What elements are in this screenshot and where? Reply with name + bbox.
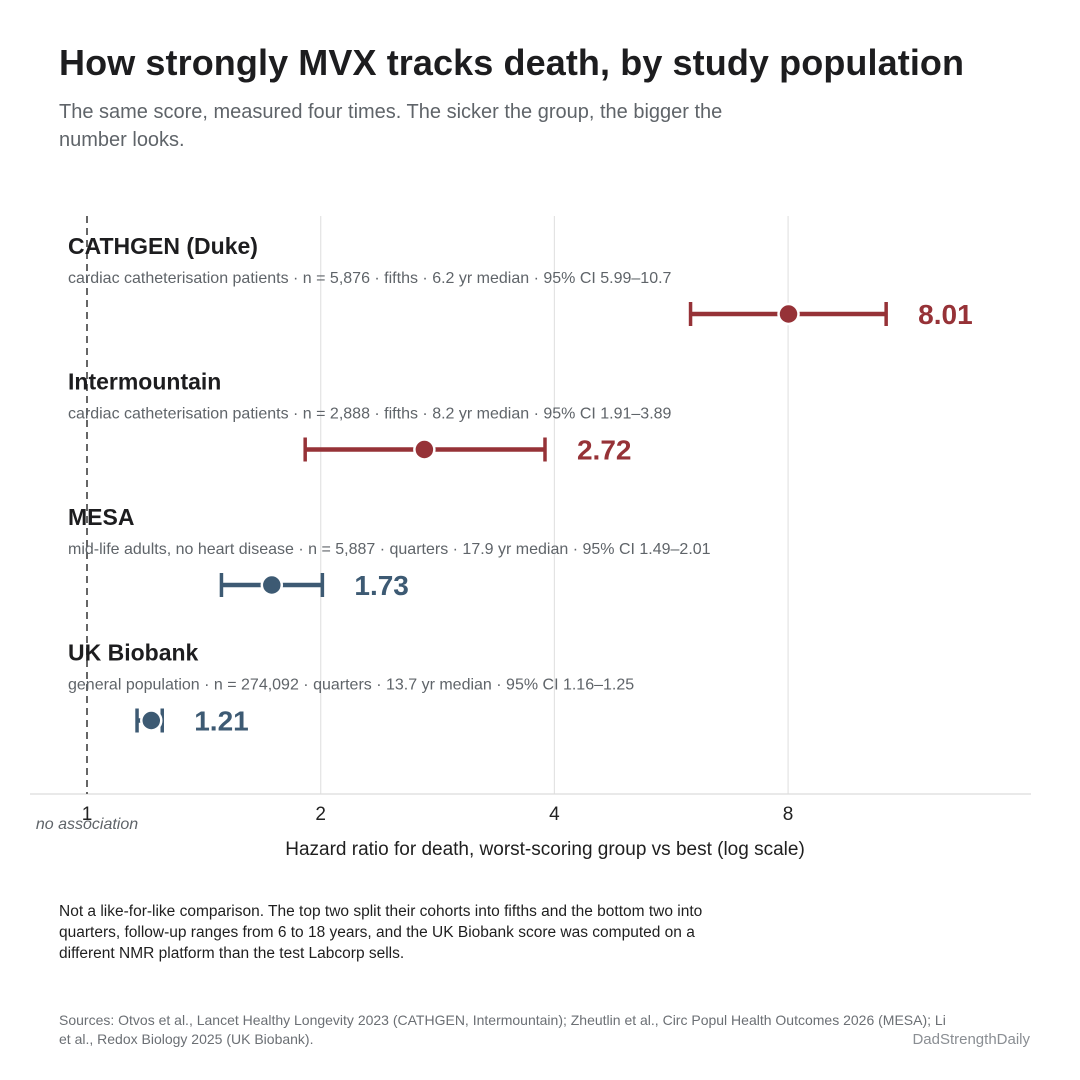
x-tick-label: 4 bbox=[549, 804, 560, 825]
hr-value-label: 1.73 bbox=[354, 570, 409, 601]
study-meta: cardiac catheterisation patients · n = 5… bbox=[68, 270, 672, 287]
x-tick-label: 1 bbox=[82, 804, 93, 825]
forest-plot: 1 2 4 8 no association Hazard ratio for death… bbox=[30, 216, 1031, 860]
study-row: CATHGEN (Duke) cardiac catheterisation pa… bbox=[68, 233, 973, 330]
x-tick-label: 2 bbox=[315, 804, 326, 825]
hr-value-label: 1.21 bbox=[194, 706, 249, 737]
x-axis-label: Hazard ratio for death, worst-scoring gr… bbox=[285, 839, 805, 860]
point-estimate bbox=[140, 709, 163, 732]
reference-label: no association bbox=[36, 816, 138, 833]
footnote: Not a like-for-like comparison. The top … bbox=[59, 903, 703, 962]
study-meta: mid-life adults, no heart disease · n = … bbox=[68, 541, 711, 558]
study-meta: cardiac catheterisation patients · n = 2… bbox=[68, 406, 672, 423]
study-meta: general population · n = 274,092 · quart… bbox=[68, 677, 634, 694]
study-name: CATHGEN (Duke) bbox=[68, 233, 258, 259]
sources-note: Sources: Otvos et al., Lancet Healthy Lo… bbox=[59, 1012, 946, 1047]
study-row: MESA mid-life adults, no heart disease · … bbox=[68, 504, 711, 601]
study-rows: CATHGEN (Duke) cardiac catheterisation pa… bbox=[68, 233, 973, 737]
point-estimate bbox=[413, 438, 436, 461]
chart-title: How strongly MVX tracks death, by study … bbox=[59, 42, 965, 83]
study-name: UK Biobank bbox=[68, 640, 199, 666]
study-name: Intermountain bbox=[68, 369, 221, 395]
hr-value-label: 8.01 bbox=[918, 299, 973, 330]
point-estimate bbox=[777, 302, 800, 326]
study-row: Intermountain cardiac catheterisation pat… bbox=[68, 369, 672, 466]
study-name: MESA bbox=[68, 504, 134, 530]
study-row: UK Biobank general population · n = 274,0… bbox=[68, 640, 634, 737]
grid-lines bbox=[320, 216, 789, 794]
x-axis: 1 2 4 8 no association Hazard ratio for death… bbox=[30, 216, 1031, 860]
chart-subtitle: The same score, measured four times. The… bbox=[59, 101, 723, 151]
hr-value-label: 2.72 bbox=[577, 435, 632, 466]
point-estimate bbox=[260, 573, 284, 597]
brand-credit: DadStrengthDaily bbox=[912, 1031, 1030, 1048]
x-tick-label: 8 bbox=[783, 804, 794, 825]
